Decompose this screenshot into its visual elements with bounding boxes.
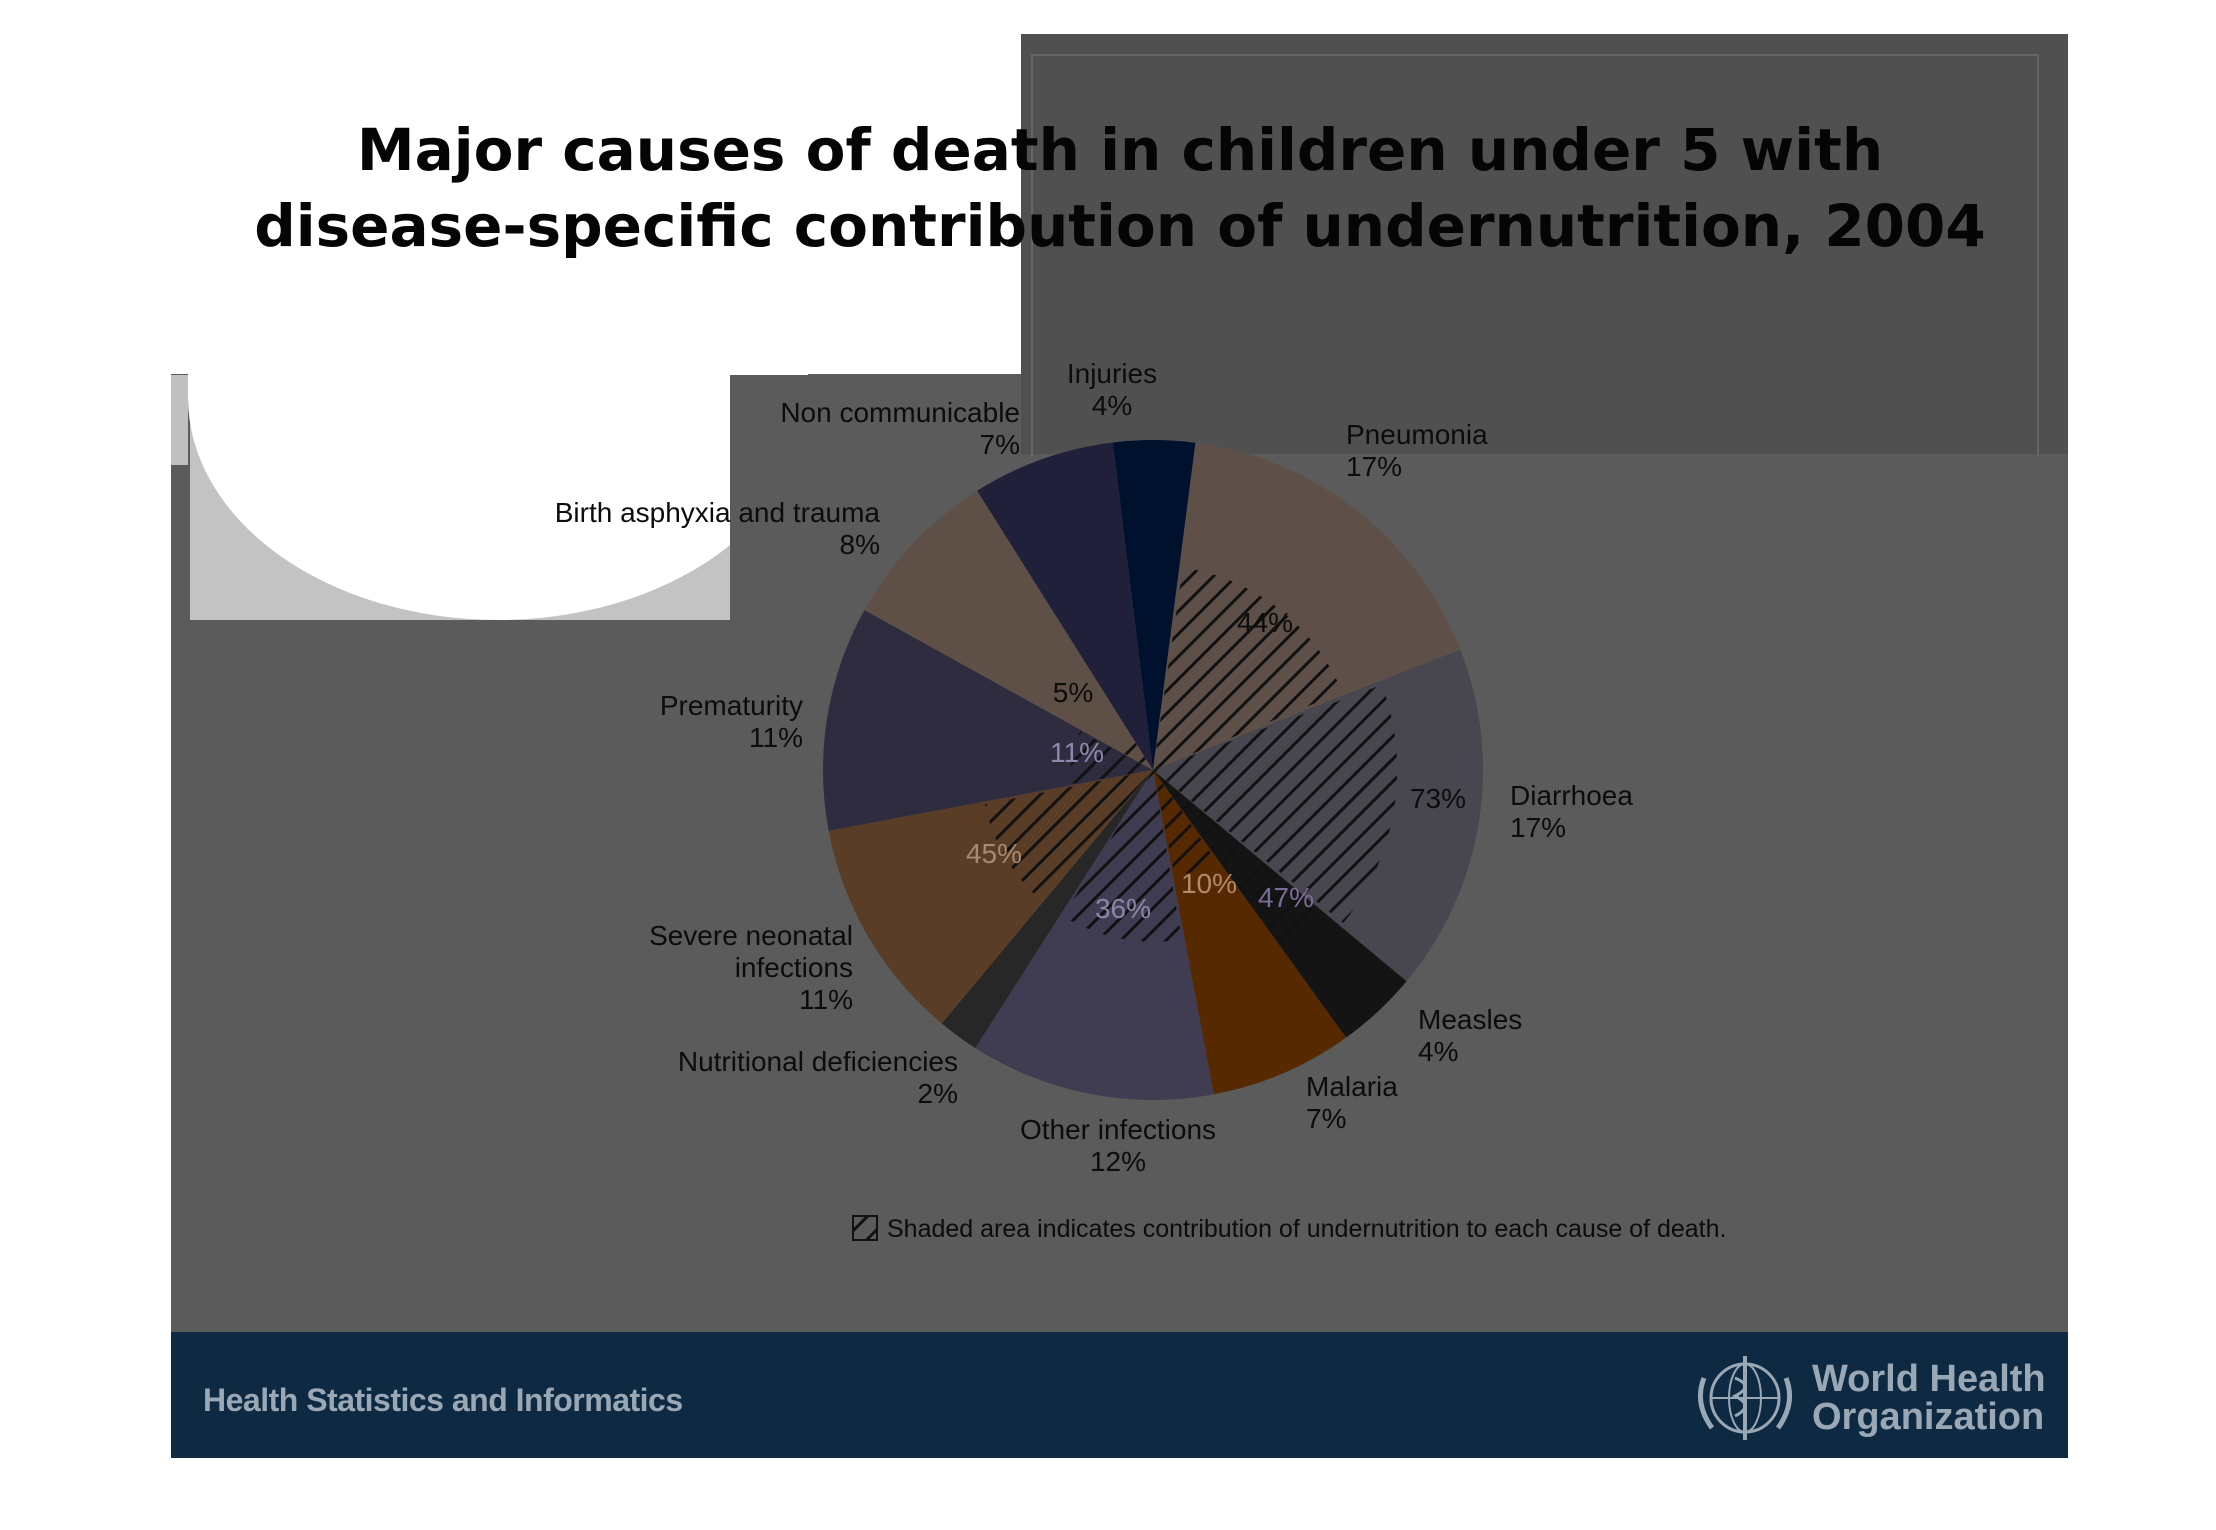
slide-top-frame <box>1031 54 2039 456</box>
hatch-birth-asphyxia-and-trauma <box>1118 736 1153 770</box>
label-birth-asphyxia-and-trauma: Birth asphyxia and trauma 8% <box>555 497 881 560</box>
footer-bar <box>171 1332 2068 1458</box>
undernutrition-label-severe-neonatal-infections: 45% <box>966 838 1022 869</box>
label-non-communicable: Non communicable 7% <box>780 397 1020 460</box>
grey-left-bar <box>171 375 188 465</box>
legend-text: Shaded area indicates contribution of un… <box>887 1215 1726 1243</box>
hatch-malaria <box>1153 770 1216 877</box>
undernutrition-label-diarrhoea: 73% <box>1410 783 1466 814</box>
slice-percent: 11% <box>799 984 853 1015</box>
label-severe-neonatal-infections: Severe neonatal infections 11% <box>649 920 853 1015</box>
label-malaria: Malaria 7% <box>1306 1071 1398 1134</box>
slice-birth-asphyxia-and-trauma <box>864 490 1153 770</box>
slice-name: Non communicable <box>780 397 1020 428</box>
slice-name: Severe neonatal <box>649 920 853 951</box>
slice-percent: 7% <box>980 429 1020 460</box>
slice-labels: Injuries 4%Pneumonia 17%Diarrhoea 17%Measle… <box>555 358 1634 1177</box>
slice-nutritional-deficiencies <box>941 770 1153 1049</box>
who-name-line-1: World Health <box>1812 1358 2046 1400</box>
slide-top-panel <box>1021 34 2068 454</box>
image-cutout-circle <box>188 175 808 620</box>
slice-name: Other infections <box>1020 1114 1216 1145</box>
slice-name: Nutritional deficiencies <box>678 1046 958 1077</box>
slice-percent: 17% <box>1510 812 1566 843</box>
slice-name: Prematurity <box>660 690 803 721</box>
label-nutritional-deficiencies: Nutritional deficiencies 2% <box>678 1046 958 1109</box>
slice-name: Diarrhoea <box>1510 780 1633 811</box>
label-measles: Measles 4% <box>1418 1004 1522 1067</box>
slice-percent: 11% <box>749 722 803 753</box>
legend-swatch <box>852 1215 878 1241</box>
who-name-line-2: Organization <box>1812 1396 2045 1438</box>
hatch-pneumonia <box>1153 567 1343 770</box>
slice-name: Pneumonia <box>1346 419 1488 450</box>
slice-name: Injuries <box>1067 358 1157 389</box>
label-prematurity: Prematurity 11% <box>660 690 803 753</box>
slice-name: infections <box>735 952 853 983</box>
undernutrition-label-measles: 47% <box>1258 882 1314 913</box>
label-other-infections: Other infections 12% <box>1020 1114 1216 1177</box>
who-emblem-icon <box>1697 1356 1793 1440</box>
undernutrition-label-malaria: 10% <box>1181 868 1237 899</box>
slice-percent: 8% <box>840 529 880 560</box>
slice-name: Malaria <box>1306 1071 1398 1102</box>
slice-percent: 4% <box>1092 390 1132 421</box>
hatch-other-infections <box>1063 770 1182 942</box>
footer-department: Health Statistics and Informatics <box>203 1382 683 1418</box>
slice-injuries <box>1112 440 1196 770</box>
grey-chunk <box>730 375 830 620</box>
label-pneumonia: Pneumonia 17% <box>1346 419 1488 482</box>
slice-percent: 17% <box>1346 451 1402 482</box>
undernutrition-labels: 44% 73% 47% 10% 36% 45% 11% 5% <box>966 607 1466 924</box>
hatch-prematurity <box>1070 731 1153 784</box>
undernutrition-label-prematurity: 11% <box>1050 737 1104 768</box>
hatch-diarrhoea <box>1153 684 1398 924</box>
who-name: World Health Organization <box>1812 1360 2046 1436</box>
slice-percent: 2% <box>918 1078 958 1109</box>
legend: Shaded area indicates contribution of un… <box>852 1215 1726 1243</box>
slice-non-communicable <box>977 442 1153 770</box>
title-line-1: Major causes of death in children under … <box>356 116 1884 184</box>
page-title: Major causes of death in children under … <box>220 112 2020 264</box>
undernutrition-hatches <box>984 567 1398 961</box>
undernutrition-label-birth-asphyxia-and-trauma: 5% <box>1053 677 1093 708</box>
slice-name: Measles <box>1418 1004 1522 1035</box>
undernutrition-label-other-infections: 36% <box>1095 893 1151 924</box>
slice-percent: 4% <box>1418 1036 1458 1067</box>
slice-name: Birth asphyxia and trauma <box>555 497 881 528</box>
hatch-severe-neonatal-infections <box>984 770 1153 900</box>
slice-prematurity <box>823 610 1153 831</box>
label-injuries: Injuries 4% <box>1067 358 1157 421</box>
title-line-2: disease-specific contribution of undernu… <box>254 192 1986 260</box>
slice-percent: 12% <box>1090 1146 1146 1177</box>
undernutrition-label-pneumonia: 44% <box>1237 607 1293 638</box>
hatch-measles <box>1153 770 1333 961</box>
slice-percent: 7% <box>1306 1103 1346 1134</box>
label-diarrhoea: Diarrhoea 17% <box>1510 780 1633 843</box>
